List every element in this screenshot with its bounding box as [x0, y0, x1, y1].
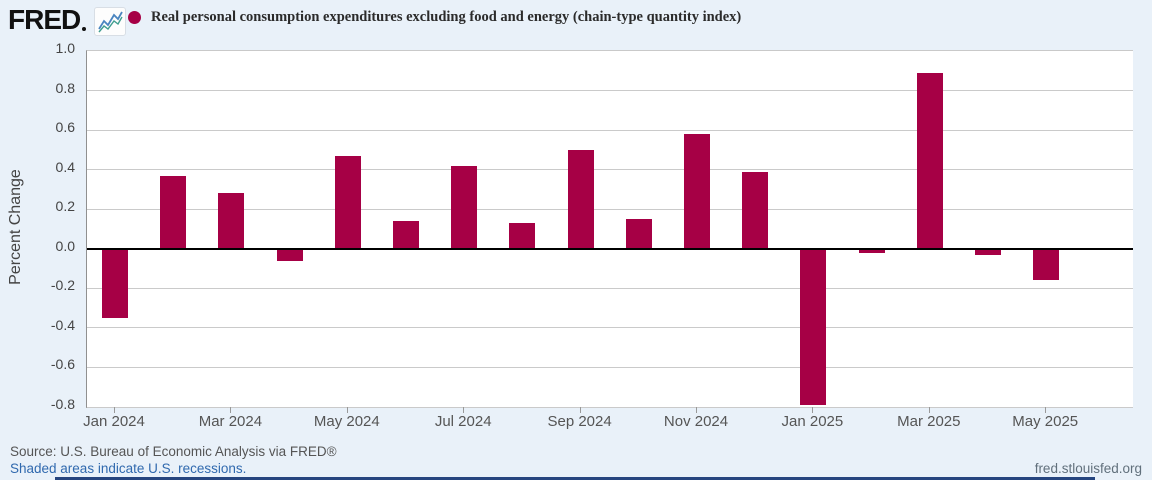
- chart-title[interactable]: Real personal consumption expenditures e…: [151, 9, 742, 25]
- x-axis-tick-label: Jan 2024: [83, 413, 145, 430]
- y-axis-tick-label: -0.2: [50, 277, 75, 294]
- bar-apr-2025[interactable]: [975, 248, 1001, 255]
- bar-may-2025[interactable]: [1033, 248, 1060, 281]
- chart-footer: Source: U.S. Bureau of Economic Analysis…: [0, 440, 1152, 480]
- bar-aug-2024[interactable]: [509, 223, 536, 249]
- gridline: [87, 287, 1133, 289]
- bar-jan-2025[interactable]: [800, 248, 827, 405]
- plot-area: [86, 50, 1133, 408]
- y-axis-tick-label: 0.4: [55, 158, 75, 175]
- y-axis-tick-label: -0.6: [50, 356, 75, 373]
- bar-mar-2024[interactable]: [218, 193, 245, 249]
- x-axis-tick-label: Sep 2024: [547, 413, 612, 430]
- series-legend-marker: [128, 11, 141, 24]
- y-axis-tick-label: 0.8: [55, 79, 75, 96]
- gridline: [87, 406, 1133, 408]
- bar-mar-2025[interactable]: [916, 72, 943, 249]
- x-axis-tick: [1045, 407, 1047, 413]
- gridline: [87, 366, 1133, 368]
- y-axis-tick-label: -0.8: [50, 396, 75, 412]
- x-axis-tick: [812, 407, 814, 413]
- x-axis-tick-label: Jul 2024: [434, 413, 492, 430]
- bar-may-2024[interactable]: [334, 155, 361, 249]
- x-axis: Jan 2024 Mar 2024 May 2024 Jul 2024 Sep 2024…: [83, 406, 1152, 436]
- y-axis-tick-label: 0.6: [55, 119, 75, 136]
- x-axis-tick: [114, 407, 115, 413]
- y-axis-title: Percent Change: [7, 169, 24, 285]
- x-axis-tick-label: May 2025: [1012, 413, 1079, 430]
- source-note: Source: U.S. Bureau of Economic Analysis…: [10, 444, 337, 459]
- x-axis-tick-label: Jan 2025: [781, 413, 844, 430]
- bar-oct-2024[interactable]: [625, 219, 652, 249]
- fred-logo[interactable]: FRED: [8, 4, 87, 35]
- y-axis: 1.0 0.8 0.6 0.4 0.2 0.0 -0.2 -0.4 -0.6 -0.8: [0, 40, 80, 412]
- x-axis-tick-label: Nov 2024: [663, 413, 729, 430]
- x-axis-tick: [230, 407, 232, 413]
- gridline: [87, 169, 1133, 171]
- x-axis-tick-label: Mar 2024: [198, 413, 263, 430]
- y-axis-tick-label: -0.4: [50, 316, 75, 333]
- y-axis-tick-label: 0.0: [55, 237, 75, 254]
- bar-jul-2024[interactable]: [451, 165, 478, 249]
- bar-sep-2024[interactable]: [567, 149, 594, 249]
- chart-header: FRED Real personal consumption expenditu…: [0, 0, 1152, 40]
- gridline: [87, 208, 1133, 210]
- bar-feb-2025[interactable]: [858, 248, 885, 253]
- x-axis-tick: [579, 407, 581, 413]
- x-axis-tick: [463, 407, 465, 413]
- zero-axis-line: [87, 247, 1133, 250]
- bar-jun-2024[interactable]: [393, 221, 419, 249]
- chart-squiggle-icon: [94, 7, 126, 36]
- y-axis-tick-label: 1.0: [55, 40, 75, 56]
- recession-note-link[interactable]: Shaded areas indicate U.S. recessions.: [10, 461, 247, 476]
- gridline: [87, 327, 1133, 329]
- x-axis-tick-label: Mar 2025: [897, 413, 961, 430]
- x-axis-tick: [696, 407, 697, 413]
- x-axis-tick: [928, 407, 930, 413]
- fred-site-link[interactable]: fred.stlouisfed.org: [1034, 461, 1142, 476]
- gridline: [87, 129, 1133, 131]
- y-axis-tick-label: 0.2: [55, 198, 75, 215]
- bar-jan-2024[interactable]: [102, 248, 128, 318]
- bar-apr-2024[interactable]: [276, 248, 303, 261]
- bar-nov-2024[interactable]: [684, 134, 710, 249]
- x-axis-tick-label: May 2024: [313, 413, 380, 430]
- bar-feb-2024[interactable]: [160, 175, 187, 249]
- bar-dec-2024[interactable]: [742, 171, 769, 249]
- gridline: [87, 90, 1133, 92]
- x-axis-tick: [346, 407, 348, 413]
- bottom-accent-bar: [55, 477, 1095, 480]
